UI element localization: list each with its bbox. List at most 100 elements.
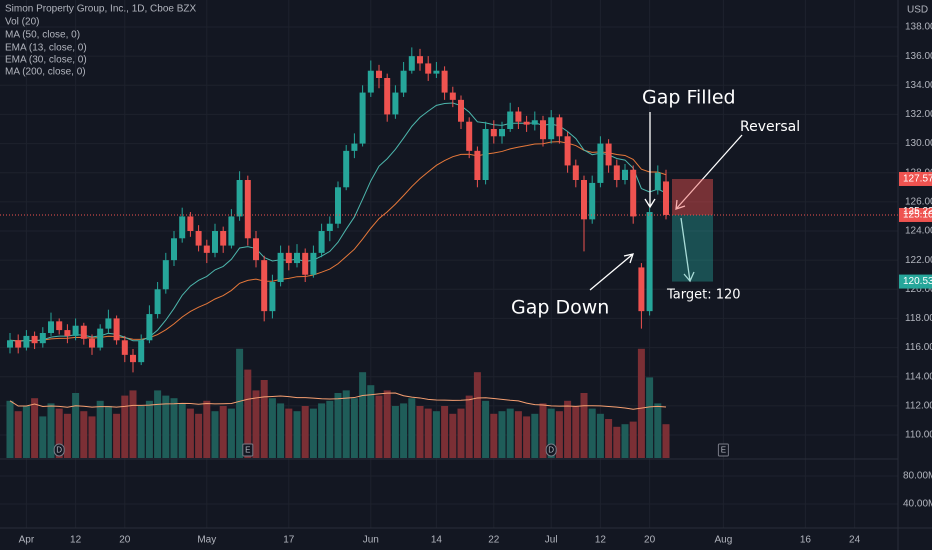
candle-body [154,289,161,315]
volume-bar [391,406,399,458]
candle-body [367,70,374,93]
annotation: Gap Down [511,297,609,319]
candle-body [48,321,54,333]
event-marker [242,443,254,457]
indicator-label: EMA (30, close, 0) [5,55,87,66]
candle-body [335,187,341,224]
x-tick-label: 20 [119,535,131,546]
candle-body [449,92,456,100]
volume-bar [473,372,481,458]
candle-body [162,260,169,290]
candle-body [244,180,251,239]
candle-body [589,182,596,220]
candle-body [581,180,587,220]
x-tick-label: 22 [488,535,500,546]
event-marker [717,443,729,457]
candle-body [187,216,194,231]
y-tick-label: 118.00 [905,313,932,324]
x-tick-label: Aug [715,535,733,546]
volume-bar [195,413,203,458]
volume-bar [22,406,30,458]
arrow [644,112,656,209]
candle-body [195,231,202,246]
event-marker [53,443,65,457]
candle-body [285,252,292,264]
volume-bar [137,406,145,458]
volume-bar [285,408,293,458]
candle-body [56,321,63,331]
candle-body [64,330,71,336]
volume-bar [268,398,276,458]
x-tick-label: Apr [19,535,35,546]
volume-bar [318,403,326,458]
price-tag [899,171,932,186]
volume-bar [39,416,47,458]
candle-body [310,252,317,275]
arrow [589,253,634,291]
volume-bar [375,395,383,458]
y-tick-label: 132.00 [905,109,932,120]
y-tick-label: 120.00 [905,284,932,295]
volume-bar [104,406,112,458]
volume-bar [260,380,268,458]
chart-title: Simon Property Group, Inc., 1D, Cboe BZX [5,4,197,15]
x-tick-label: 16 [800,535,812,546]
candle-body [318,231,325,253]
candle-body [646,212,653,312]
x-tick-label: Jul [545,535,558,546]
candle-body [253,238,259,261]
arrow [680,217,695,283]
candle-body [220,231,227,246]
candle-body [15,340,22,348]
candle-body [277,252,284,282]
price-tag [899,274,932,289]
y2-tick-label: 80.00M [903,471,932,482]
candle-body [351,143,358,151]
indicator-label: EMA (13, close, 0) [5,43,87,54]
candle-body [572,165,579,180]
candle-body [203,245,210,253]
volume-bar [490,413,498,458]
volume-bar [367,385,375,458]
candle-body [613,165,620,180]
indicator-label: MA (50, close, 0) [5,30,80,41]
candle-body [236,180,243,217]
candle-body [7,340,13,348]
volume-bar [154,390,162,458]
candle-body [597,143,604,183]
volume-bar [465,395,473,458]
candle-body [138,340,145,363]
volume-bar [359,372,367,458]
volume-bar [449,413,457,458]
candle-body [531,120,538,125]
candle-body [72,325,79,336]
volume-bar [326,400,334,458]
volume-bar [252,390,260,458]
candle-body [654,172,661,191]
y-tick-label: 136.00 [905,51,932,62]
candle-body [228,216,235,246]
y-tick-label: 112.00 [905,400,932,411]
x-tick-label: 24 [849,535,861,546]
volume-bar [113,413,121,458]
volume-bar [63,413,71,458]
volume-bar [80,411,88,458]
volume-bar [14,411,22,458]
x-tick-label: 17 [283,535,295,546]
candle-body [261,260,268,312]
candle-body [121,340,128,355]
volume-bar [572,406,580,458]
volume-bar [588,408,596,458]
volume-bar [293,411,301,458]
price-pane [7,47,669,373]
volume-bar [416,406,424,458]
volume-bar [654,403,662,458]
volume-bar [506,408,514,458]
volume-bar [6,400,14,458]
volume-bar [400,403,408,458]
candle-body [97,328,104,348]
volume-bar [186,408,194,458]
event-label: D [56,446,62,455]
volume-bar [596,413,604,458]
x-tick-label: 14 [431,535,443,546]
